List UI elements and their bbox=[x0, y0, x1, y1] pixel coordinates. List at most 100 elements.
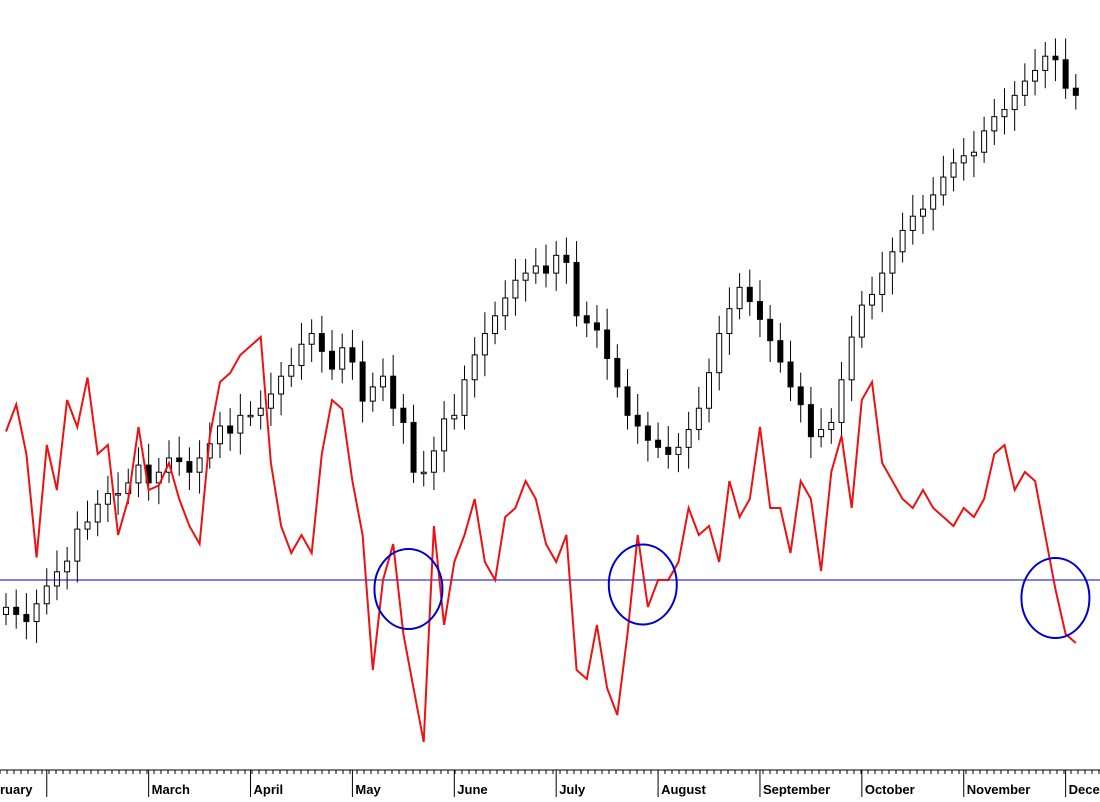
candle-body bbox=[899, 229, 906, 253]
candle-body bbox=[43, 585, 50, 605]
candle-body bbox=[634, 414, 641, 427]
x-tick-label: September bbox=[763, 782, 830, 797]
candle-body bbox=[797, 386, 804, 406]
candle-body bbox=[369, 386, 376, 402]
candle-body bbox=[624, 386, 631, 416]
candle-body bbox=[919, 208, 926, 217]
candle-body bbox=[970, 151, 977, 157]
candle-body bbox=[461, 379, 468, 416]
candle-body bbox=[940, 176, 947, 196]
candle-body bbox=[298, 343, 305, 367]
candle-body bbox=[278, 375, 285, 395]
candle-body bbox=[339, 347, 346, 370]
x-tick-label: March bbox=[152, 782, 190, 797]
candle-body bbox=[329, 350, 336, 370]
candle-body bbox=[1042, 55, 1049, 71]
x-tick-label: April bbox=[254, 782, 284, 797]
candle-body bbox=[481, 333, 488, 356]
candle-body bbox=[3, 606, 9, 615]
candle-body bbox=[593, 322, 600, 331]
candle-body bbox=[288, 365, 295, 377]
candle-body bbox=[838, 379, 845, 423]
candle-body bbox=[512, 279, 519, 299]
candle-body bbox=[644, 425, 651, 441]
candle-body bbox=[237, 414, 244, 434]
candle-body bbox=[930, 194, 937, 210]
candle-body bbox=[522, 272, 529, 281]
candle-body bbox=[308, 333, 315, 345]
candle-body bbox=[756, 301, 763, 320]
candle-body bbox=[858, 304, 865, 338]
x-tick-label: ruary bbox=[0, 782, 33, 797]
candle-body bbox=[359, 361, 366, 402]
candle-body bbox=[379, 375, 386, 388]
candle-body bbox=[318, 333, 325, 352]
candle-body bbox=[84, 521, 91, 530]
candle-body bbox=[349, 347, 356, 363]
x-tick-label: August bbox=[661, 782, 706, 797]
candle-body bbox=[655, 439, 662, 448]
candle-body bbox=[267, 393, 274, 409]
candle-body bbox=[950, 162, 957, 178]
candle-body bbox=[135, 464, 142, 484]
candle-body bbox=[74, 528, 81, 562]
candle-body bbox=[216, 425, 223, 445]
candle-body bbox=[532, 265, 539, 274]
candle-body bbox=[706, 372, 713, 409]
candle-body bbox=[675, 446, 682, 455]
candle-body bbox=[614, 357, 621, 388]
x-tick-label: May bbox=[355, 782, 381, 797]
candle-body bbox=[196, 457, 203, 473]
candlestick-series bbox=[3, 38, 1079, 643]
candle-body bbox=[736, 286, 743, 310]
candle-body bbox=[991, 116, 998, 132]
candle-body bbox=[1032, 69, 1039, 82]
candle-body bbox=[451, 414, 458, 420]
x-tick-label: October bbox=[865, 782, 915, 797]
candle-body bbox=[960, 155, 967, 164]
candle-body bbox=[1052, 55, 1059, 61]
candle-body bbox=[685, 429, 692, 448]
candle-body bbox=[807, 404, 814, 438]
candle-body bbox=[247, 414, 254, 418]
candle-body bbox=[726, 308, 733, 335]
annotation-circles bbox=[373, 543, 1091, 639]
candle-body bbox=[94, 503, 101, 523]
candle-body bbox=[176, 457, 183, 463]
candle-body bbox=[573, 261, 580, 317]
x-tick-label: June bbox=[457, 782, 487, 797]
candle-body bbox=[563, 254, 570, 263]
candle-body bbox=[227, 425, 234, 434]
candle-body bbox=[390, 375, 397, 409]
candle-body bbox=[441, 418, 448, 452]
candle-body bbox=[818, 429, 825, 438]
x-tick-label: December bbox=[1069, 782, 1100, 797]
x-tick-label: July bbox=[559, 782, 586, 797]
x-tick-label: November bbox=[967, 782, 1031, 797]
candle-body bbox=[695, 407, 702, 431]
candle-body bbox=[543, 265, 549, 274]
candle-body bbox=[410, 421, 417, 473]
candle-body bbox=[604, 329, 611, 359]
candle-body bbox=[553, 254, 560, 274]
candle-body bbox=[257, 407, 264, 416]
candle-body bbox=[879, 272, 886, 295]
candle-body bbox=[828, 421, 835, 431]
x-axis: ruary March April May June July August Septembe… bbox=[0, 769, 1100, 797]
candle-body bbox=[115, 493, 122, 496]
candle-body bbox=[981, 130, 988, 153]
candle-body bbox=[909, 215, 916, 231]
candle-body bbox=[420, 471, 427, 475]
candle-body bbox=[1021, 80, 1028, 96]
candle-body bbox=[400, 407, 407, 423]
candle-body bbox=[889, 251, 896, 274]
candle-body bbox=[716, 333, 723, 374]
candle-body bbox=[1001, 109, 1008, 118]
candle-body bbox=[186, 461, 193, 473]
candle-body bbox=[1072, 87, 1079, 96]
candle-body bbox=[1062, 59, 1069, 89]
candle-body bbox=[583, 315, 590, 324]
candle-body bbox=[53, 571, 60, 587]
